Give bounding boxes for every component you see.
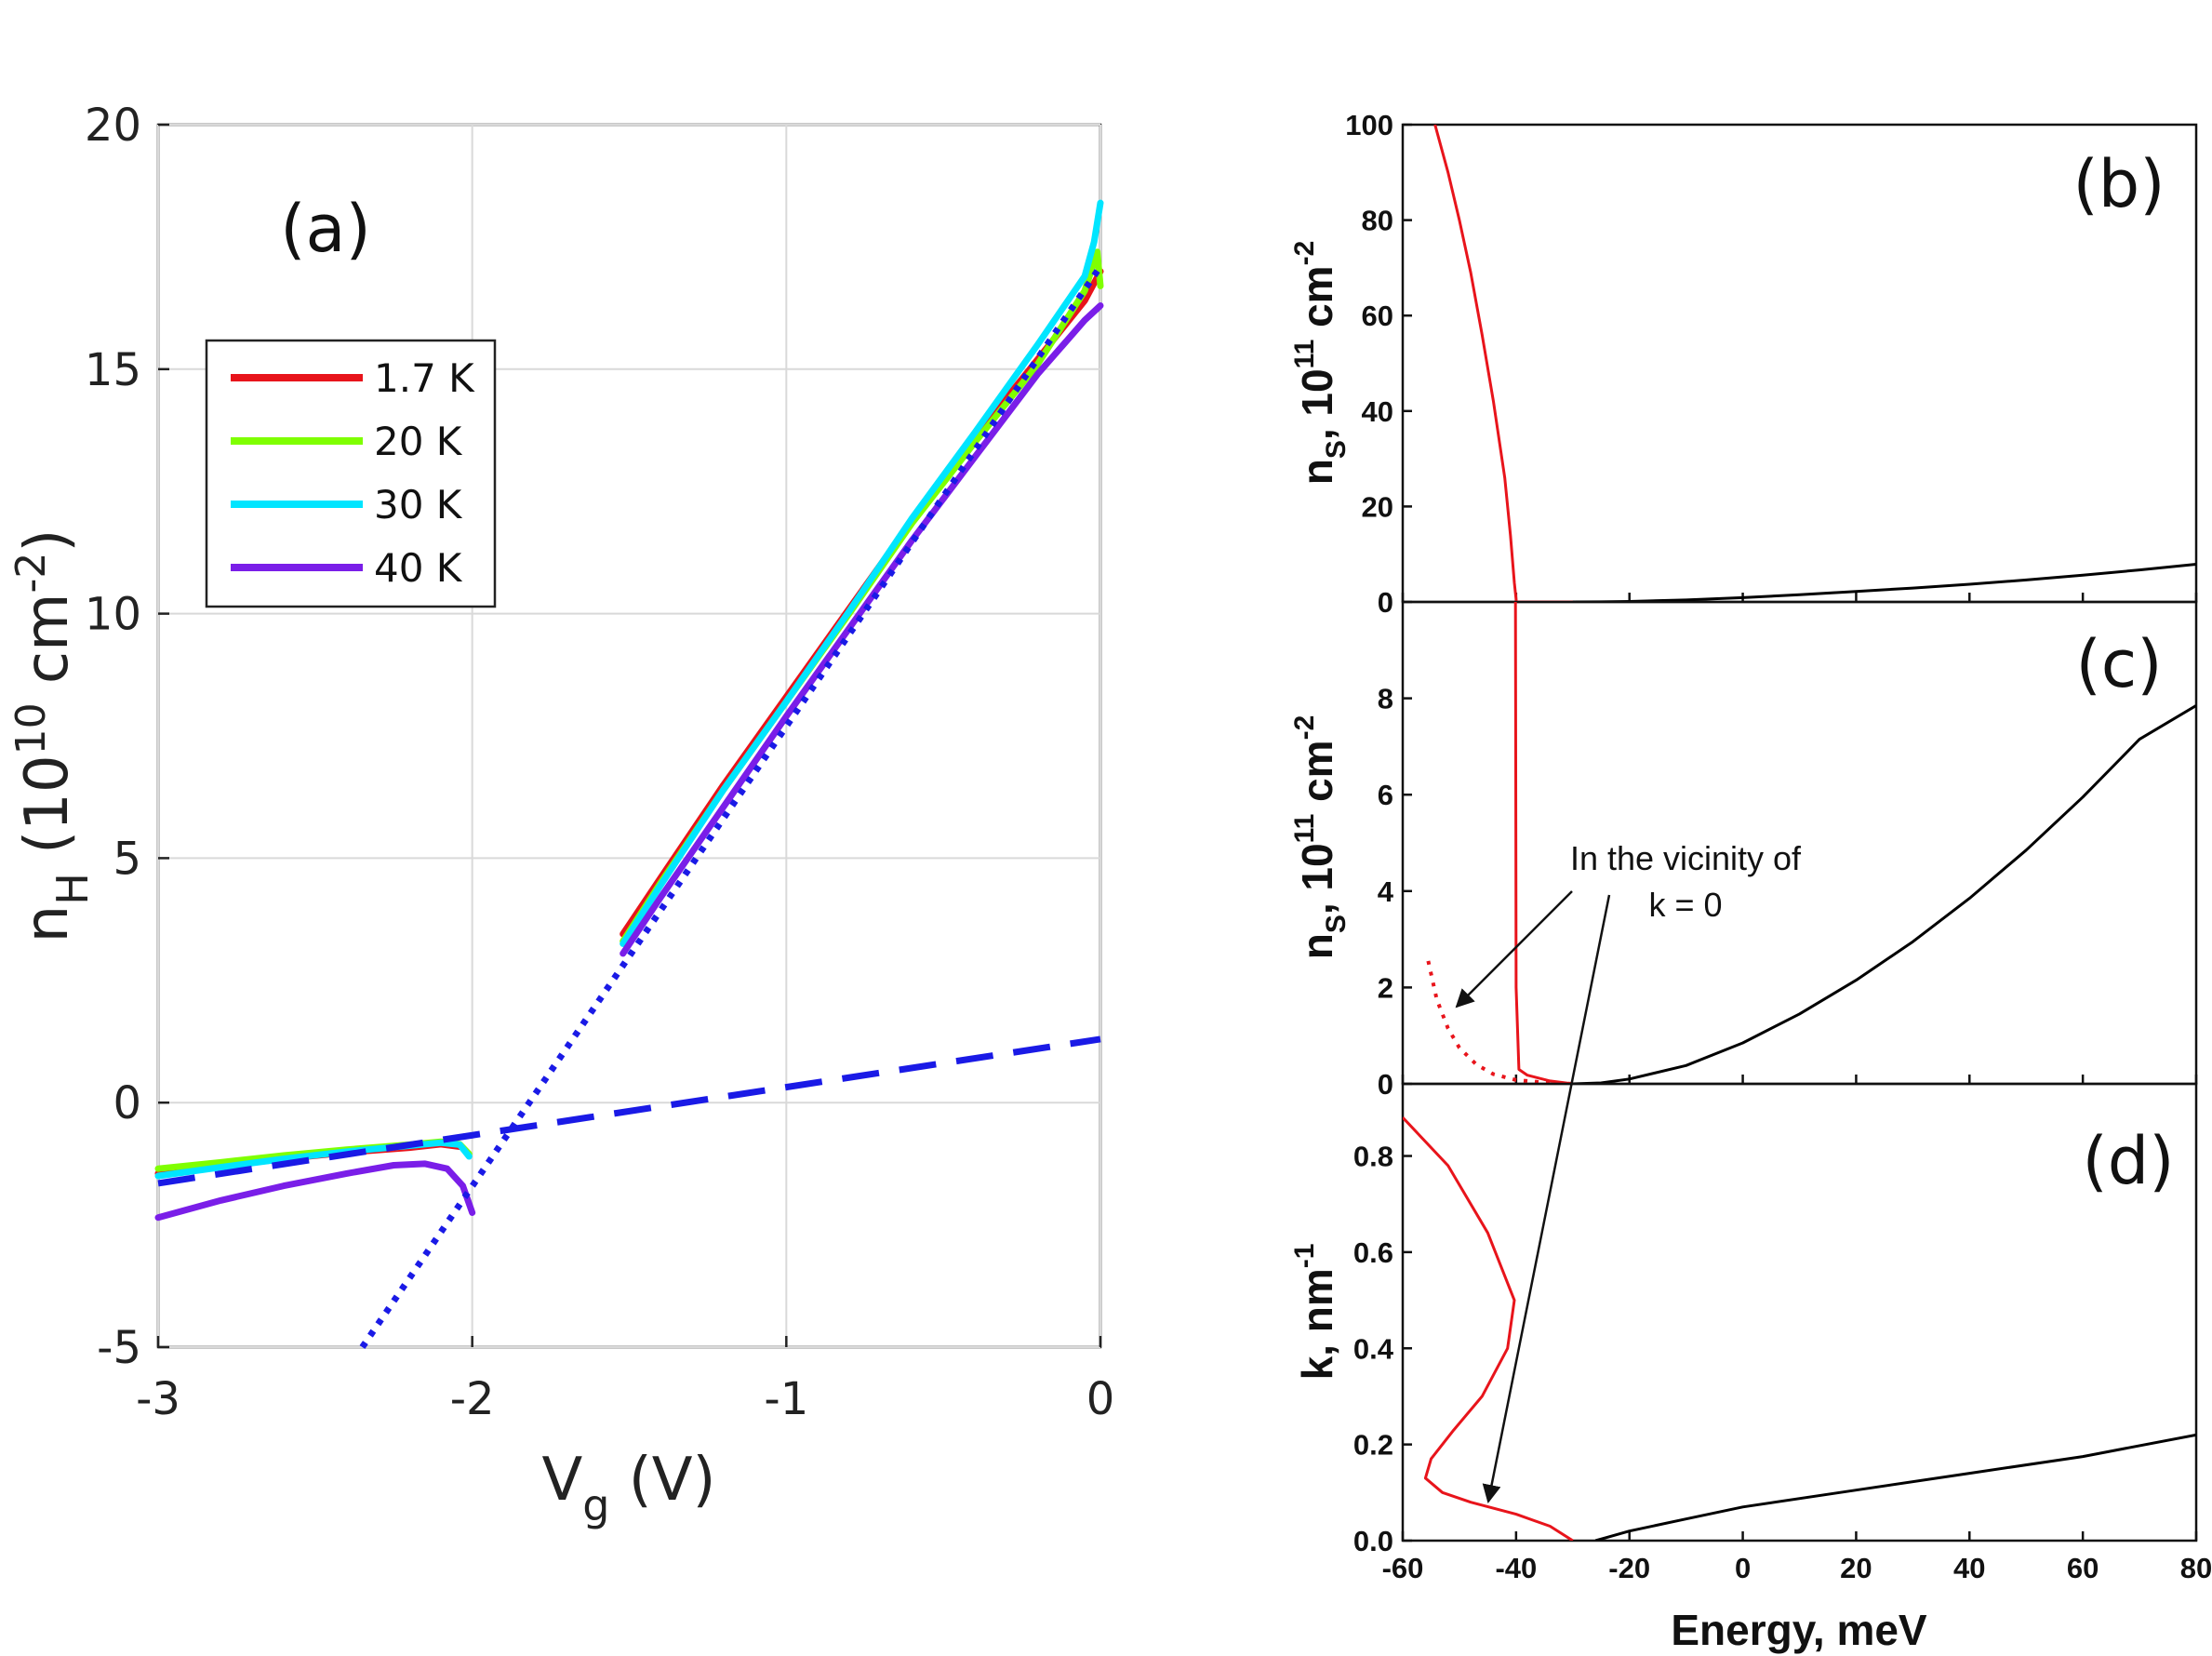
x-tick-label: 60 [2067, 1552, 2099, 1584]
panel-a-series [154, 199, 1104, 1349]
x-tick-label: -60 [1382, 1552, 1424, 1584]
panel-c-ticks: 0 2 4 6 8 [1378, 683, 2198, 1101]
y-tick-label: 4 [1378, 875, 1394, 908]
legend-label: 30 K [374, 482, 463, 528]
panel-c-series [1426, 602, 2196, 1084]
panel-c-y-axis-label: nS, 1011 cm-2 [1289, 715, 1352, 960]
x-tick-label: 40 [1953, 1552, 1985, 1584]
panel-a-y-axis-label: nH (1010 cm-2) [7, 529, 98, 943]
x-tick-label: 0 [1735, 1552, 1751, 1584]
panel-d-x-axis-label: Energy, meV [1671, 1606, 1927, 1654]
panel-b-y-axis-label: nS, 1011 cm-2 [1289, 241, 1352, 486]
panel-b-label: (b) [2072, 146, 2165, 222]
legend-label: 20 K [374, 419, 463, 464]
black-curve [1572, 704, 2196, 1084]
y-tick-label: 5 [113, 833, 141, 885]
panel-b-ticks: 0 20 40 60 80 100 [1345, 109, 2198, 619]
panel-c-label: (c) [2075, 626, 2162, 702]
panel-a-legend: 1.7 K 20 K 30 K 40 K [205, 339, 497, 608]
x-tick-label: -2 [450, 1373, 495, 1425]
red-curve [1403, 1116, 1574, 1541]
annotation-arrows [1455, 890, 1611, 1503]
series-line-40K [154, 1160, 476, 1222]
series-line-dashed-fit [157, 1035, 1101, 1187]
panel-d-y-axis-label: k, nm-1 [1289, 1244, 1341, 1381]
x-tick-label: -20 [1608, 1552, 1650, 1584]
red-curve [1433, 125, 1596, 602]
arrow-to-dotted-curve [1455, 890, 1573, 1008]
panel-b-chart: 0 20 40 60 80 100 (b) nS, 1011 cm-2 [1289, 109, 2198, 619]
y-tick-label: 6 [1378, 779, 1393, 811]
black-curve [1572, 563, 2196, 602]
legend-label: 40 K [374, 545, 463, 591]
series-line-dotted-fit [359, 264, 1103, 1349]
y-tick-label: 20 [85, 100, 141, 152]
y-tick-label: 80 [1362, 205, 1393, 237]
series-line-30K [154, 1139, 473, 1180]
y-tick-label: 0.6 [1353, 1236, 1393, 1269]
x-tick-label: -3 [136, 1373, 180, 1425]
annotation-line-2: k = 0 [1648, 886, 1722, 924]
panel-a-grid [157, 124, 1101, 1348]
y-tick-label: 100 [1345, 109, 1393, 141]
y-tick-label: 0 [113, 1077, 141, 1129]
panel-a-ticks: -3 -2 -1 0 -5 0 5 10 15 20 [85, 100, 1114, 1425]
y-tick-label: 8 [1378, 683, 1393, 715]
y-tick-label: 0.8 [1353, 1141, 1393, 1173]
annotation-line-1: In the vicinity of [1570, 839, 1802, 877]
panel-a-label: (a) [280, 191, 371, 267]
red-curve [1513, 602, 1573, 1084]
arrow-to-panel-d [1482, 894, 1611, 1503]
x-tick-label: -1 [764, 1373, 808, 1425]
x-tick-label: 80 [2180, 1552, 2212, 1584]
y-tick-label: 20 [1362, 490, 1393, 523]
legend-label: 1.7 K [374, 355, 475, 401]
legend-box [205, 339, 497, 608]
y-tick-label: 15 [85, 344, 141, 396]
panel-c-chart: 0 2 4 6 8 (c) nS, 1011 cm-2 In the vicinity … [1289, 600, 2198, 1101]
y-tick-label: 0 [1378, 1068, 1393, 1101]
y-tick-label: 0.2 [1353, 1429, 1393, 1462]
panel-d-label: (d) [2082, 1123, 2174, 1199]
red-dotted-curve [1426, 960, 1573, 1084]
panel-d-ticks: 0.0 0.2 0.4 0.6 0.8 -60 -40 -20 0 20 40 60 80 [1353, 1141, 2212, 1584]
y-tick-label: -5 [97, 1322, 141, 1374]
x-tick-label: -40 [1495, 1552, 1537, 1584]
y-tick-label: 2 [1378, 971, 1393, 1004]
x-tick-label: 20 [1840, 1552, 1872, 1584]
y-tick-label: 10 [85, 589, 141, 641]
x-tick-label: 0 [1086, 1373, 1115, 1425]
series-line-40K [620, 302, 1104, 957]
y-tick-label: 60 [1362, 300, 1393, 332]
panel-d-chart: 0.0 0.2 0.4 0.6 0.8 -60 -40 -20 0 20 40 60 80 (d) k,… [1289, 1082, 2212, 1654]
y-tick-label: 0.4 [1353, 1332, 1394, 1365]
y-tick-label: 0.0 [1353, 1525, 1393, 1557]
black-curve [1594, 1433, 2196, 1541]
y-tick-label: 0 [1378, 586, 1393, 619]
panel-a-x-axis-label: Vg (V) [541, 1446, 715, 1530]
y-tick-label: 40 [1362, 395, 1393, 428]
series-line-30K [620, 199, 1104, 947]
panel-d-plot-area [1401, 1082, 2198, 1542]
panel-d-series [1403, 1116, 2196, 1541]
